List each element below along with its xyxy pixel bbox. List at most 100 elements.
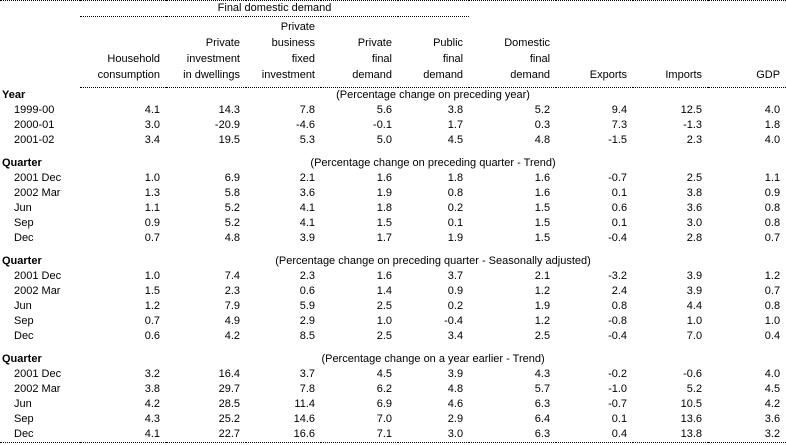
data-cell: 3.4 xyxy=(144,134,160,146)
table-row: Sep 4.3 25.2 14.6 7.0 2.9 6.4 0.1 13.6 3.6 xyxy=(0,412,786,427)
data-cell: 1.9 xyxy=(376,187,392,199)
row-label: 2001 Dec xyxy=(14,368,62,380)
data-cell: 28.5 xyxy=(218,398,240,410)
table-row: 2000-01 3.0 -20.9 -4.6 -0.1 1.7 0.3 7.3 -1.3 1.8 xyxy=(0,118,786,133)
data-cell: 0.8 xyxy=(764,217,781,229)
column-header: Imports xyxy=(633,16,709,88)
data-cell: 13.8 xyxy=(633,427,709,443)
data-cell: 29.7 xyxy=(218,383,240,395)
data-cell: 5.2 xyxy=(686,383,703,395)
data-cell: 7.4 xyxy=(224,270,240,282)
data-cell: 0.6 xyxy=(611,202,628,214)
column-header: Private investment in dwellings xyxy=(166,16,246,88)
column-header: Exports xyxy=(556,16,634,88)
data-cell: 3.6 xyxy=(764,413,781,425)
data-cell: 3.8 xyxy=(686,187,703,199)
data-cell: 3.9 xyxy=(447,368,464,380)
data-cell: 3.7 xyxy=(299,368,315,380)
data-cell: 4.0 xyxy=(764,134,781,146)
row-label: Jun xyxy=(14,300,32,312)
data-cell: 1.2 xyxy=(764,270,781,282)
table-row: Sep 0.7 4.9 2.9 1.0 -0.4 1.2 -0.8 1.0 1.0 xyxy=(0,314,786,329)
data-cell: 1.2 xyxy=(534,315,551,327)
table-row: Dec 0.6 4.2 8.5 2.5 3.4 2.5 -0.4 7.0 0.4 xyxy=(0,329,786,344)
section-label: Year xyxy=(2,88,26,101)
data-cell: 25.2 xyxy=(218,413,240,425)
table-row: Sep 0.9 5.2 4.1 1.5 0.1 1.5 0.1 3.0 0.8 xyxy=(0,216,786,231)
data-cell: 1.8 xyxy=(447,172,464,184)
data-cell: 1.2 xyxy=(534,285,551,297)
data-cell: -0.4 xyxy=(444,315,464,327)
section-spacer xyxy=(0,344,786,352)
data-cell: 4.2 xyxy=(764,398,781,410)
data-cell: 2.3 xyxy=(686,134,703,146)
data-cell: 0.6 xyxy=(299,285,315,297)
table-row: 2002 Mar 1.5 2.3 0.6 1.4 0.9 1.2 2.4 3.9 0.7 xyxy=(0,284,786,299)
data-cell: 5.9 xyxy=(299,300,315,312)
data-cell: 4.9 xyxy=(224,315,240,327)
data-cell: -1.5 xyxy=(608,134,628,146)
data-cell: 3.2 xyxy=(708,427,786,443)
table-row: 2001 Dec 1.0 6.9 2.1 1.6 1.8 1.6 -0.7 2.5 1.1 xyxy=(0,171,786,186)
data-cell: 1.8 xyxy=(376,202,392,214)
data-cell: 7.9 xyxy=(224,300,240,312)
data-cell: 4.1 xyxy=(80,427,166,443)
data-cell: 7.0 xyxy=(686,330,703,342)
row-label: Dec xyxy=(0,427,80,443)
data-cell: 2.4 xyxy=(611,285,628,297)
data-cell: 1.5 xyxy=(144,285,160,297)
data-cell: 4.2 xyxy=(224,330,240,342)
section-note: (Percentage change on preceding quarter … xyxy=(275,255,591,267)
data-cell: 1.6 xyxy=(534,172,551,184)
data-cell: 0.1 xyxy=(447,217,464,229)
data-cell: -1.3 xyxy=(683,119,703,131)
data-cell: 0.7 xyxy=(144,232,160,244)
data-cell: 0.2 xyxy=(447,300,464,312)
section-note: (Percentage change on preceding year) xyxy=(336,89,530,101)
group-header-spacer-right xyxy=(469,0,786,17)
data-cell: 1.1 xyxy=(764,172,781,184)
data-cell: 3.0 xyxy=(398,427,470,443)
data-cell: 3.2 xyxy=(144,368,160,380)
data-cell: 1.6 xyxy=(376,172,392,184)
data-cell: 3.8 xyxy=(447,104,464,116)
data-cell: 1.5 xyxy=(534,232,551,244)
data-cell: 5.8 xyxy=(224,187,240,199)
data-cell: -3.2 xyxy=(608,270,628,282)
data-cell: 4.1 xyxy=(144,104,160,116)
table-row: Jun 1.2 7.9 5.9 2.5 0.2 1.9 0.8 4.4 0.8 xyxy=(0,299,786,314)
data-cell: -1.0 xyxy=(608,383,628,395)
data-cell: 2.5 xyxy=(376,330,392,342)
data-cell: 9.4 xyxy=(611,104,628,116)
data-cell: 4.8 xyxy=(224,232,240,244)
data-cell: 11.4 xyxy=(294,398,315,410)
data-cell: 4.6 xyxy=(447,398,464,410)
data-cell: 4.5 xyxy=(764,383,781,395)
column-header-row: Household consumption Private investment in … xyxy=(0,16,786,88)
data-cell: 3.9 xyxy=(299,232,315,244)
row-label-column-header xyxy=(0,17,80,88)
table-row: 2002 Mar 1.3 5.8 3.6 1.9 0.8 1.6 0.1 3.8 0.9 xyxy=(0,186,786,201)
column-header: Private final demand xyxy=(321,16,398,88)
section-label: Quarter xyxy=(2,157,42,169)
data-cell: 0.1 xyxy=(611,217,628,229)
data-cell: 16.4 xyxy=(218,368,240,380)
data-cell: 1.9 xyxy=(534,300,551,312)
table-row: 2001-02 3.4 19.5 5.3 5.0 4.5 4.8 -1.5 2.3 4.0 xyxy=(0,133,786,148)
data-cell: -0.2 xyxy=(608,368,628,380)
section-header-row: Quarter (Percentage change on preceding q… xyxy=(0,254,786,269)
row-label: Sep xyxy=(14,315,34,327)
data-cell: 1.2 xyxy=(144,300,160,312)
data-cell: 0.4 xyxy=(556,427,634,443)
section-note: (Percentage change on a year earlier - T… xyxy=(321,353,545,365)
row-label: 2002 Mar xyxy=(14,285,61,297)
data-cell: 3.6 xyxy=(686,202,703,214)
data-cell: 6.3 xyxy=(469,427,557,443)
data-cell: 14.3 xyxy=(218,104,240,116)
section-header-row: Quarter (Percentage change on a year earl… xyxy=(0,352,786,367)
data-cell: -20.9 xyxy=(214,119,240,131)
table-row: Dec 0.7 4.8 3.9 1.7 1.9 1.5 -0.4 2.8 0.7 xyxy=(0,231,786,246)
data-cell: 5.6 xyxy=(376,104,392,116)
data-cell: 16.6 xyxy=(246,427,321,443)
